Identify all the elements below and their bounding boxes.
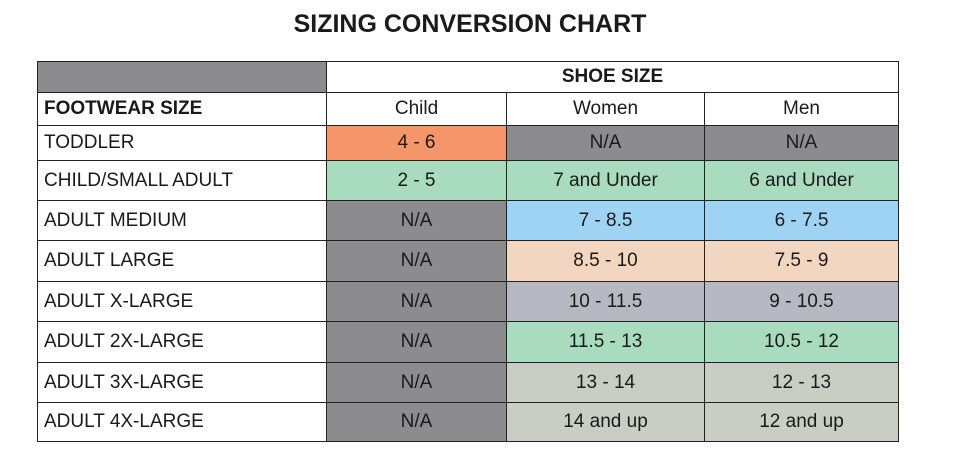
size-cell: 14 and up [506,402,705,442]
row-label: ADULT 2X-LARGE [37,321,327,363]
size-cell: N/A [326,200,507,241]
size-cell: N/A [326,240,507,282]
table-row: TODDLER 4 - 6 N/A N/A [37,125,899,161]
table-row: ADULT X-LARGE N/A 10 - 11.5 9 - 10.5 [37,281,899,322]
size-cell: N/A [326,402,507,442]
column-header: FOOTWEAR SIZE [37,92,327,126]
size-cell: 10 - 11.5 [506,281,705,322]
table-row: ADULT LARGE N/A 8.5 - 10 7.5 - 9 [37,240,899,282]
size-cell: 10.5 - 12 [704,321,899,363]
size-cell: N/A [326,321,507,363]
size-cell: N/A [704,125,899,161]
sizing-table: SHOE SIZE FOOTWEAR SIZE Child Women Men TOD… [37,61,899,442]
table-row: ADULT 4X-LARGE N/A 14 and up 12 and up [37,402,899,442]
size-cell: 8.5 - 10 [506,240,705,282]
row-label: TODDLER [37,125,327,161]
row-label: ADULT 4X-LARGE [37,402,327,442]
size-cell: 9 - 10.5 [704,281,899,322]
table-row: ADULT MEDIUM N/A 7 - 8.5 6 - 7.5 [37,200,899,241]
group-header: SHOE SIZE [326,61,899,93]
title: SIZING CONVERSION CHART [293,10,647,38]
size-cell: 11.5 - 13 [506,321,705,363]
row-label: ADULT X-LARGE [37,281,327,322]
row-label: ADULT LARGE [37,240,327,282]
table-row: ADULT 3X-LARGE N/A 13 - 14 12 - 13 [37,362,899,403]
table-row: ADULT 2X-LARGE N/A 11.5 - 13 10.5 - 12 [37,321,899,363]
row-label: ADULT MEDIUM [37,200,327,241]
row-label: ADULT 3X-LARGE [37,362,327,403]
column-header: Women [506,92,705,126]
size-cell: N/A [326,362,507,403]
size-cell: 6 - 7.5 [704,200,899,241]
size-cell: 7 and Under [506,160,705,201]
size-cell: N/A [326,281,507,322]
size-cell: 4 - 6 [326,125,507,161]
size-cell: N/A [506,125,705,161]
size-cell: 12 and up [704,402,899,442]
column-header: Men [704,92,899,126]
size-cell: 2 - 5 [326,160,507,201]
corner-cell [37,61,327,93]
size-cell: 13 - 14 [506,362,705,403]
column-header: Child [326,92,507,126]
size-cell: 7.5 - 9 [704,240,899,282]
row-label: CHILD/SMALL ADULT [37,160,327,201]
size-cell: 7 - 8.5 [506,200,705,241]
size-cell: 6 and Under [704,160,899,201]
size-cell: 12 - 13 [704,362,899,403]
